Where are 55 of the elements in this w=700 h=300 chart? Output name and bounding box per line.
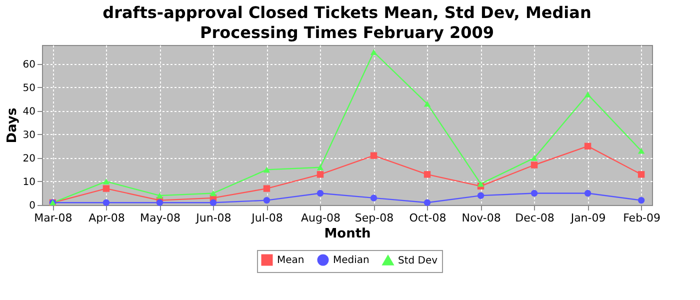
point [316, 190, 324, 197]
point [263, 185, 270, 192]
y-axis-title: Days [4, 108, 20, 144]
x-tick-label: Jan-09 [570, 212, 606, 224]
x-tick-label: Nov-08 [462, 212, 501, 224]
y-tick-label: 60 [22, 59, 36, 70]
point [530, 190, 538, 197]
x-tick-label: Jun-08 [195, 212, 232, 224]
y-tick-label: 50 [22, 82, 36, 94]
legend-label: Median [333, 255, 370, 266]
point [102, 199, 110, 206]
point [370, 194, 378, 202]
point [477, 180, 484, 187]
point [102, 178, 110, 184]
point [584, 92, 592, 98]
point [156, 192, 164, 198]
x-tick-label: Dec-08 [515, 212, 554, 224]
point [102, 185, 110, 192]
point [584, 142, 592, 150]
x-tick-label: Feb-09 [623, 212, 661, 224]
y-tick-label: 0 [29, 200, 36, 212]
legend-label: Mean [277, 255, 304, 266]
point [316, 171, 324, 178]
x-tick-label: Mar-08 [34, 212, 72, 224]
y-tick-label: 30 [22, 130, 36, 141]
point [210, 199, 217, 206]
point [263, 196, 270, 204]
point [210, 190, 217, 196]
x-tick-label: May-08 [140, 212, 180, 224]
point [424, 199, 431, 206]
x-tick-label: Oct-08 [409, 212, 446, 224]
x-tick-label: Apr-08 [88, 212, 125, 224]
point [638, 196, 645, 204]
point [638, 171, 645, 178]
x-tick-label: Jul-08 [250, 212, 283, 224]
point [370, 152, 378, 159]
y-tick-label: 10 [22, 176, 36, 188]
y-tick-label: 20 [22, 153, 36, 164]
point [530, 162, 538, 168]
point [584, 190, 592, 197]
point [156, 199, 164, 206]
legend-label: Std Dev [398, 255, 438, 266]
point [263, 166, 270, 173]
point [638, 148, 645, 154]
x-axis-title: Month [324, 226, 371, 242]
x-tick-label: Sep-08 [354, 212, 394, 224]
point [424, 171, 431, 178]
x-tick-label: Aug-08 [301, 212, 340, 224]
point [370, 49, 378, 55]
point [424, 100, 431, 107]
point [316, 164, 324, 170]
point [477, 192, 484, 199]
chart-title: drafts-approval Closed Tickets Mean, Std Dev, Median Processing Times February 2009 [102, 3, 592, 42]
point [530, 155, 538, 161]
y-tick-label: 40 [22, 106, 36, 118]
